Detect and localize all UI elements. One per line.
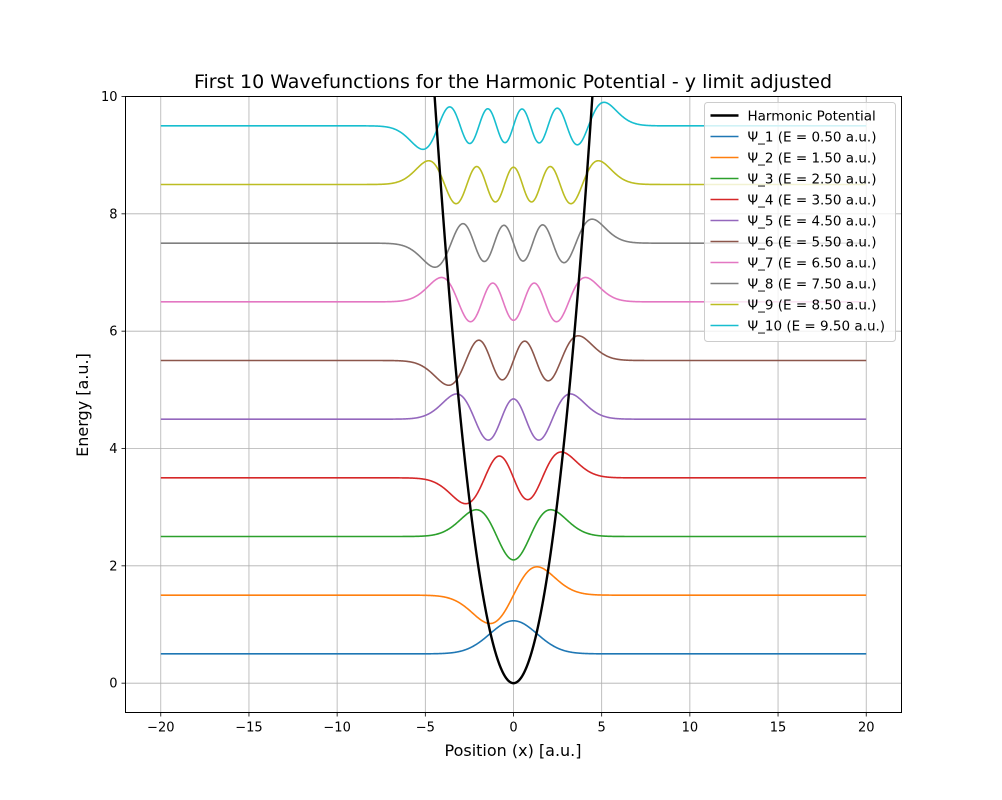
wavefunction-line-5: [160, 393, 867, 441]
x-tick-label: −10: [323, 721, 350, 736]
legend-entry-label: Ψ_5 (E = 4.50 a.u.): [748, 214, 877, 230]
wavefunction-line-3: [160, 508, 867, 561]
x-axis-label: Position (x) [a.u.]: [444, 741, 581, 760]
wavefunction-line-4: [160, 451, 867, 505]
x-tick-label: 15: [770, 721, 787, 736]
legend: Harmonic Potential Ψ_1 (E = 0.50 a.u.) Ψ_2…: [704, 102, 896, 342]
series-layer: [160, 96, 867, 685]
x-axis-ticks: −20 −15 −10 −5 0 5 10 15 20: [147, 712, 875, 736]
x-tick-label: −20: [147, 721, 174, 736]
legend-entry-label: Ψ_3 (E = 2.50 a.u.): [748, 172, 877, 188]
x-tick-label: −5: [416, 721, 435, 736]
legend-entry-label: Ψ_7 (E = 6.50 a.u.): [748, 256, 877, 272]
legend-entry-label: Harmonic Potential: [748, 109, 876, 125]
y-tick-label: 4: [109, 442, 117, 457]
y-tick-label: 8: [109, 207, 117, 222]
wavefunction-line-2: [160, 566, 867, 625]
y-tick-label: 2: [109, 559, 117, 574]
y-tick-label: 6: [109, 325, 117, 340]
y-axis-ticks: 0 2 4 6 8 10: [101, 90, 126, 692]
legend-entry-label: Ψ_8 (E = 7.50 a.u.): [748, 277, 877, 293]
potential-line: [433, 96, 594, 685]
y-axis-label: Energy [a.u.]: [73, 353, 92, 457]
x-tick-label: 10: [682, 721, 699, 736]
x-tick-label: 0: [509, 721, 517, 736]
y-tick-label: 0: [109, 677, 117, 692]
legend-entry-label: Ψ_6 (E = 5.50 a.u.): [748, 235, 877, 251]
legend-entry-label: Ψ_1 (E = 0.50 a.u.): [748, 130, 877, 146]
y-tick-label: 10: [101, 90, 118, 105]
chart-title: First 10 Wavefunctions for the Harmonic …: [194, 71, 832, 93]
legend-entry-label: Ψ_4 (E = 3.50 a.u.): [748, 193, 877, 209]
wavefunction-line-1: [160, 619, 867, 655]
x-tick-label: 20: [858, 721, 875, 736]
legend-entry-label: Ψ_10 (E = 9.50 a.u.): [748, 319, 886, 335]
legend-box: [704, 102, 896, 342]
x-tick-label: 5: [598, 721, 606, 736]
legend-entry-label: Ψ_2 (E = 1.50 a.u.): [748, 151, 877, 167]
wavefunction-line-6: [160, 334, 867, 387]
legend-entry-label: Ψ_9 (E = 8.50 a.u.): [748, 298, 877, 314]
x-tick-label: −15: [235, 721, 262, 736]
